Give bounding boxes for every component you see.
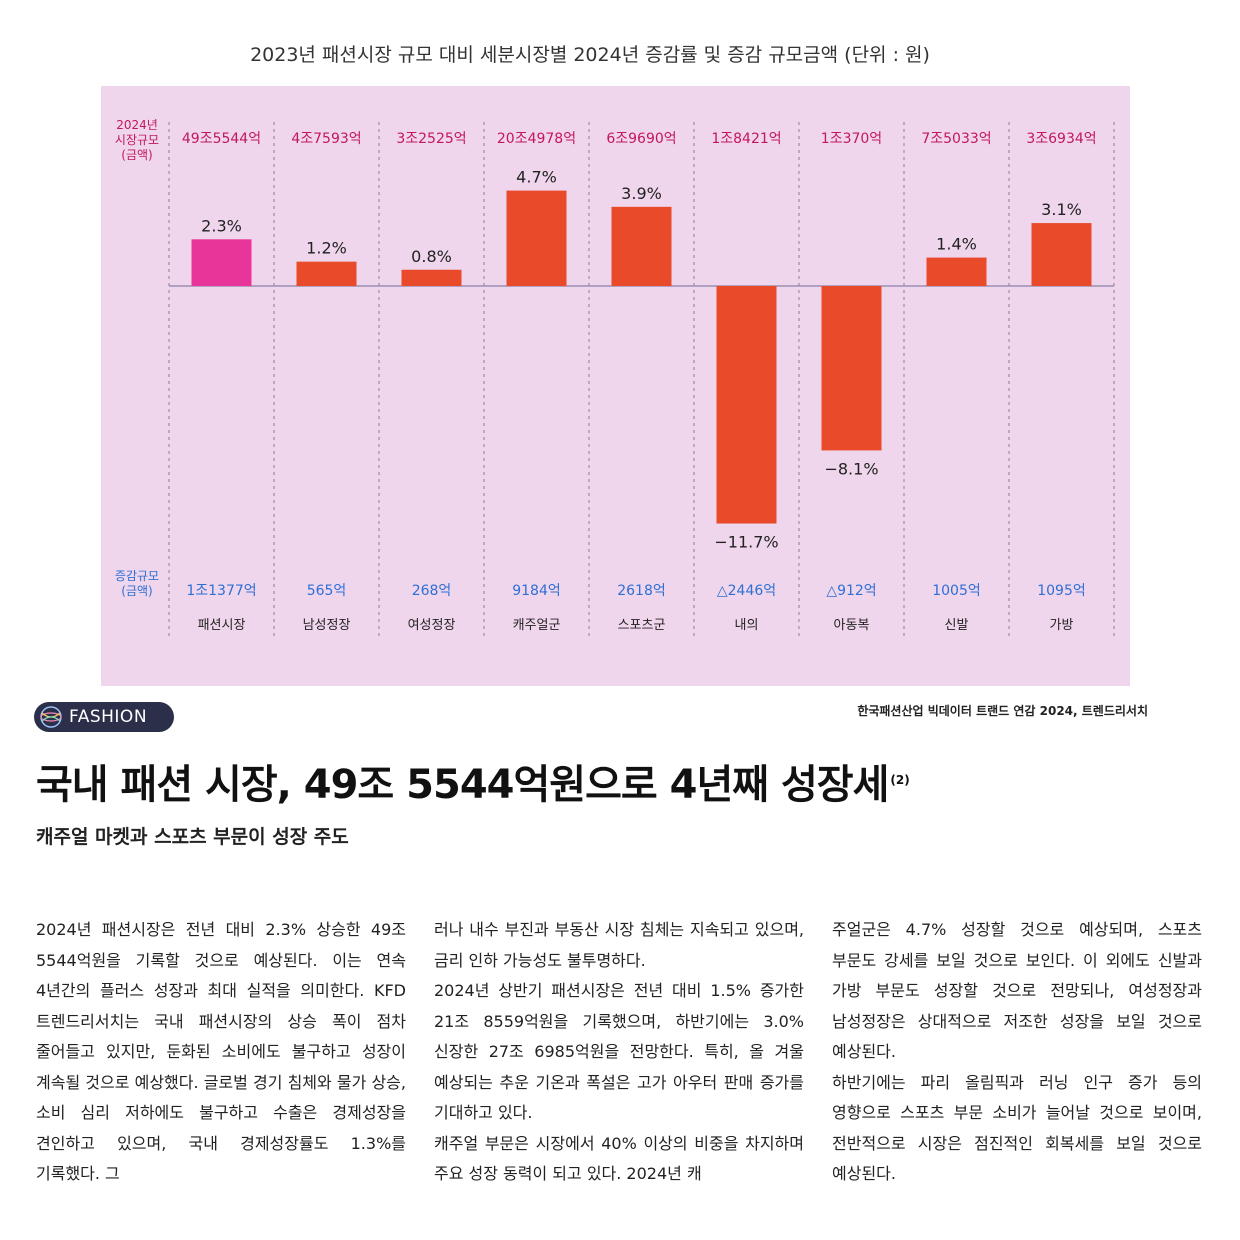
market-size-label: 49조5544억 [182, 131, 261, 147]
article-column-1: 2024년 패션시장은 전년 대비 2.3% 상승한 49조 5544억원을 기… [36, 915, 406, 1190]
market-size-axis-label: 2024년 [116, 118, 158, 132]
bar [506, 190, 567, 286]
section-badge: FASHION [34, 702, 174, 732]
article-column-2: 러나 내수 부진과 부동산 시장 침체는 지속되고 있으며, 금리 인하 가능성… [434, 915, 804, 1190]
market-size-axis-label: (금액) [121, 148, 152, 162]
data-label: 4.7% [516, 168, 557, 187]
change-amount-label: 2618억 [617, 583, 666, 599]
headline: 국내 패션 시장, 49조 5544억원으로 4년째 성장세 (2) [36, 752, 910, 810]
chart-title: 2023년 패션시장 규모 대비 세분시장별 2024년 증감률 및 증감 규모… [250, 44, 930, 66]
category-label: 여성정장 [408, 618, 456, 633]
market-size-label: 3조2525억 [396, 131, 466, 147]
source-credit: 한국패션산업 빅데이터 트랜드 연감 2024, 트렌드리서치 [857, 704, 1148, 718]
change-amount-label: 1005억 [932, 583, 981, 599]
chart-panel: 2024년 시장규모 (금액) 증감규모 (금액) 2.3% 49조5544억 1조1377억… [101, 86, 1130, 686]
change-amount-label: 1조1377억 [186, 583, 256, 599]
data-label: 3.9% [621, 184, 662, 203]
market-size-label: 1조370억 [821, 131, 882, 147]
bar [296, 261, 357, 286]
data-label: 2.3% [201, 216, 242, 235]
footnote-mark: (2) [890, 772, 910, 787]
market-size-label: 3조6934억 [1026, 131, 1096, 147]
badge-label: FASHION [69, 707, 148, 727]
market-size-label: 4조7593억 [291, 131, 361, 147]
globe-icon [40, 706, 62, 728]
category-label: 신발 [945, 618, 969, 633]
category-label: 캐주얼군 [513, 618, 561, 633]
change-amount-label: △912억 [826, 583, 876, 599]
data-label: −8.1% [824, 459, 878, 478]
paragraph: 하반기에는 파리 올림픽과 러닝 인구 증가 등의 영향으로 스포츠 부문 소비… [832, 1072, 1202, 1184]
market-size-axis-label: 시장규모 [115, 133, 159, 147]
change-amount-label: 565억 [307, 583, 347, 599]
category-label: 스포츠군 [618, 618, 666, 633]
market-size-label: 6조9690억 [606, 131, 676, 147]
market-size-label: 1조8421억 [711, 131, 781, 147]
paragraph: 러나 내수 부진과 부동산 시장 침체는 지속되고 있으며, 금리 인하 가능성… [434, 920, 804, 970]
change-amount-label: 9184억 [512, 583, 561, 599]
change-amount-axis-label: 증감규모 [115, 569, 159, 583]
change-amount-axis-label: (금액) [121, 584, 152, 598]
article-column-3: 주얼군은 4.7% 성장할 것으로 예상되며, 스포츠 부문도 강세를 보일 것… [832, 915, 1202, 1190]
market-size-label: 7조5033억 [921, 131, 991, 147]
subheadline: 캐주얼 마켓과 스포츠 부문이 성장 주도 [36, 826, 349, 848]
headline-text: 국내 패션 시장, 49조 5544억원으로 4년째 성장세 [36, 762, 889, 808]
bar [716, 286, 777, 524]
bar [611, 206, 672, 286]
change-amount-label: △2446억 [717, 583, 776, 599]
category-label: 내의 [735, 618, 759, 633]
category-label: 패션시장 [198, 618, 246, 633]
data-label: 3.1% [1041, 200, 1082, 219]
bar [926, 257, 987, 286]
category-label: 가방 [1050, 618, 1074, 633]
category-label: 남성정장 [303, 618, 351, 633]
paragraph: 2024년 패션시장은 전년 대비 2.3% 상승한 49조 5544억원을 기… [36, 920, 406, 1183]
change-amount-label: 268억 [412, 583, 452, 599]
bar [821, 286, 882, 451]
category-label: 아동복 [834, 618, 870, 633]
bar-chart: 2024년시장규모(금액)증감규모(금액)2.3%49조5544억1조1377억… [115, 118, 1115, 636]
paragraph: 2024년 상반기 패션시장은 전년 대비 1.5% 증가한 21조 8559억… [434, 981, 804, 1122]
data-label: 0.8% [411, 247, 452, 266]
data-label: 1.4% [936, 235, 977, 254]
bar [401, 269, 462, 286]
bar [1031, 223, 1092, 286]
data-label: 1.2% [306, 239, 347, 258]
paragraph: 캐주얼 부문은 시장에서 40% 이상의 비중을 차지하며 주요 성장 동력이 … [434, 1133, 804, 1184]
paragraph: 주얼군은 4.7% 성장할 것으로 예상되며, 스포츠 부문도 강세를 보일 것… [832, 920, 1202, 1061]
market-size-label: 20조4978억 [497, 131, 576, 147]
data-label: −11.7% [714, 533, 778, 552]
change-amount-label: 1095억 [1037, 583, 1086, 599]
bar [191, 239, 252, 286]
